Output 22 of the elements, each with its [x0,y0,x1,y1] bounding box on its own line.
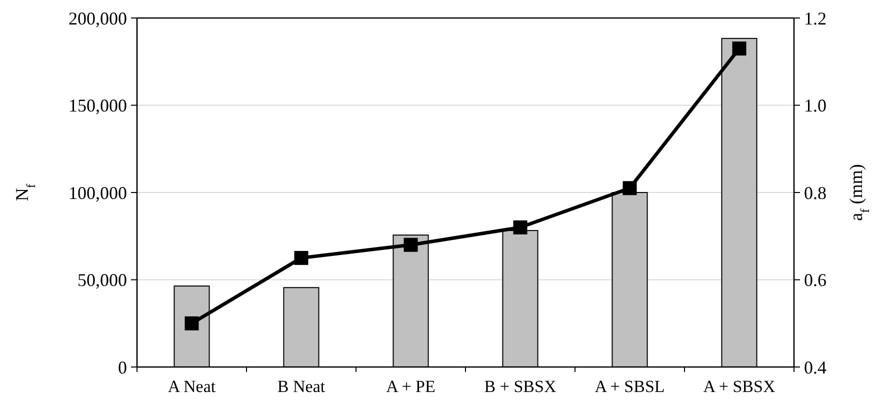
point [404,238,418,252]
y2-tick-label: 0.4 [804,357,826,378]
x-tick-label: A + SBSX [703,377,776,396]
point [184,316,199,330]
y-tick-label: 0 [118,357,127,378]
x-tick-label: A + SBSL [594,377,665,396]
y-tick-label: 50,000 [78,270,127,290]
y2-tick-label: 0.8 [804,182,826,203]
x-tick-label: A Neat [168,377,216,396]
y2-tick-label: 0.6 [804,270,826,290]
x-tick-label: B Neat [277,377,326,396]
point [294,250,308,265]
point [732,42,746,56]
y-tick-label: 100,000 [68,182,127,203]
y2-tick-label: 1.2 [804,8,826,28]
y2-tick-label: 1.0 [804,96,826,116]
x-tick-label: A + PE [386,377,436,396]
y-tick-label: 200,000 [68,8,127,28]
y-tick-label: 150,000 [68,96,127,116]
x-tick-label: B + SBSX [484,377,556,396]
point [622,181,637,196]
point [513,220,528,234]
